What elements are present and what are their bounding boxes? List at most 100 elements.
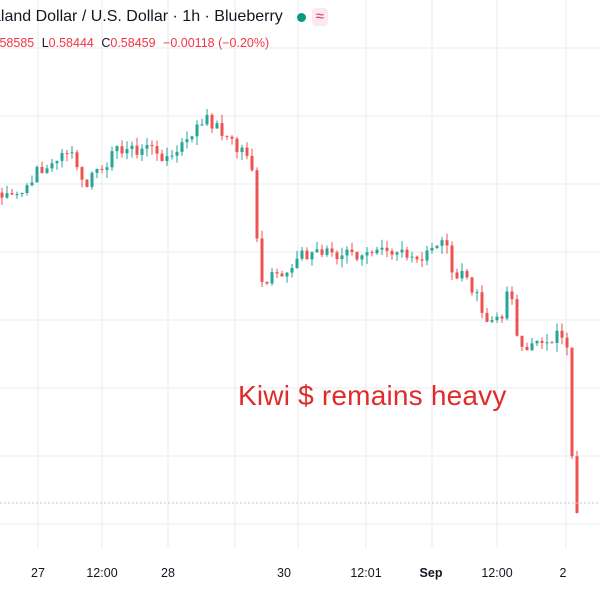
candle-up xyxy=(310,252,314,260)
candle-down xyxy=(320,249,324,255)
candle-up xyxy=(90,172,94,187)
candle-down xyxy=(510,291,514,300)
candle-down xyxy=(245,147,249,156)
chart-annotation: Kiwi $ remains heavy xyxy=(238,380,507,411)
candle-up xyxy=(110,151,114,168)
candle-down xyxy=(0,192,4,198)
candle-down xyxy=(235,138,239,153)
candle-up xyxy=(545,342,549,344)
candle-down xyxy=(220,123,224,136)
candle-down xyxy=(470,277,474,293)
candle-up xyxy=(300,250,304,259)
candle-up xyxy=(50,163,54,169)
candle-down xyxy=(385,247,389,251)
candle-down xyxy=(275,272,279,274)
x-tick-label: 12:01 xyxy=(350,566,381,580)
candle-up xyxy=(30,182,34,186)
candle-down xyxy=(520,335,524,347)
candle-up xyxy=(115,146,119,152)
candle-up xyxy=(285,272,289,277)
candle-up xyxy=(475,292,479,294)
candle-down xyxy=(350,249,354,253)
candle-up xyxy=(140,148,144,155)
candle-down xyxy=(455,272,459,279)
candle-up xyxy=(25,185,29,194)
candle-down xyxy=(160,153,164,161)
legend-title-row: aland Dollar / U.S. Dollar · 1h · Bluebe… xyxy=(0,8,329,26)
candle-up xyxy=(35,166,39,183)
candle-up xyxy=(295,258,299,268)
close-value: 0.58459 xyxy=(110,36,156,50)
x-tick-label: 27 xyxy=(31,566,45,580)
candle-up xyxy=(410,256,414,258)
candlestick-series xyxy=(0,108,579,514)
candle-up xyxy=(185,139,189,143)
candle-down xyxy=(500,316,504,319)
candle-up xyxy=(45,168,49,173)
candle-down xyxy=(405,249,409,258)
candle-down xyxy=(100,168,104,170)
candle-up xyxy=(165,156,169,161)
candle-up xyxy=(20,193,24,195)
symbol-title[interactable]: aland Dollar / U.S. Dollar · 1h · Bluebe… xyxy=(0,8,283,25)
x-tick-label: 28 xyxy=(161,566,175,580)
green-dot-icon[interactable] xyxy=(296,12,306,22)
candle-up xyxy=(60,152,64,161)
candle-up xyxy=(495,316,499,321)
x-tick-label: 30 xyxy=(277,566,291,580)
candle-down xyxy=(280,273,284,277)
candle-up xyxy=(460,271,464,279)
candle-down xyxy=(415,256,419,260)
candle-down xyxy=(540,341,544,343)
candle-down xyxy=(355,252,359,260)
candle-up xyxy=(190,136,194,140)
change-value: −0.00118 (−0.20%) xyxy=(163,36,270,50)
wave-icon[interactable]: ≈ xyxy=(311,8,329,26)
candle-up xyxy=(430,247,434,251)
candle-down xyxy=(525,346,529,351)
candle-down xyxy=(10,193,14,195)
chart-grid xyxy=(0,0,600,548)
candle-up xyxy=(5,193,9,198)
candle-down xyxy=(515,299,519,336)
candle-down xyxy=(390,250,394,255)
candle-down xyxy=(40,166,44,173)
candle-up xyxy=(240,147,244,153)
candle-up xyxy=(435,245,439,248)
candle-down xyxy=(255,170,259,239)
candle-up xyxy=(105,167,109,170)
candle-up xyxy=(180,142,184,152)
candle-up xyxy=(325,248,329,255)
candle-down xyxy=(465,271,469,278)
x-tick-label: 2 xyxy=(560,566,567,580)
candle-down xyxy=(225,135,229,137)
candle-up xyxy=(425,250,429,261)
candle-up xyxy=(70,152,74,154)
candle-up xyxy=(380,247,384,250)
candle-up xyxy=(490,320,494,322)
candle-down xyxy=(485,312,489,322)
chart-header: aland Dollar / U.S. Dollar · 1h · Bluebe… xyxy=(0,0,600,58)
candle-down xyxy=(570,347,574,457)
candle-down xyxy=(265,281,269,284)
candle-up xyxy=(205,114,209,125)
candle-up xyxy=(400,249,404,253)
candle-down xyxy=(335,252,339,260)
candle-down xyxy=(120,146,124,154)
candle-up xyxy=(215,123,219,129)
candle-up xyxy=(440,240,444,246)
candle-down xyxy=(155,146,159,154)
candle-down xyxy=(450,245,454,273)
candle-down xyxy=(250,155,254,171)
candle-up xyxy=(360,255,364,260)
candle-down xyxy=(445,240,449,246)
candle-up xyxy=(365,252,369,256)
candle-up xyxy=(200,124,204,126)
candle-up xyxy=(535,341,539,344)
candle-up xyxy=(125,148,129,154)
candle-up xyxy=(15,194,19,196)
candle-down xyxy=(210,114,214,129)
candle-up xyxy=(55,160,59,164)
candle-down xyxy=(85,179,89,187)
